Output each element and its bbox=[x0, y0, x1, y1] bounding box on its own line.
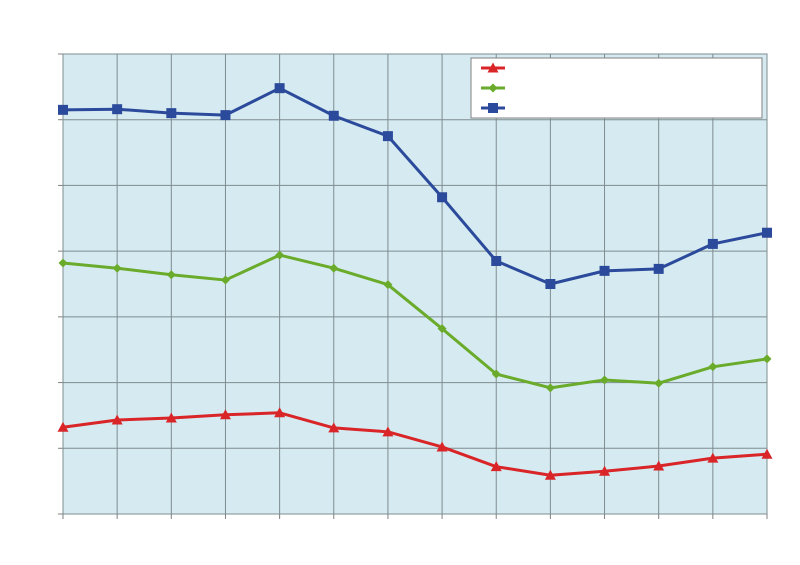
marker bbox=[57, 421, 69, 432]
marker bbox=[491, 256, 502, 266]
legend-box bbox=[470, 57, 763, 119]
marker bbox=[111, 414, 123, 425]
marker bbox=[761, 448, 773, 459]
marker bbox=[545, 279, 556, 289]
marker bbox=[762, 227, 772, 238]
marker bbox=[653, 460, 665, 471]
marker bbox=[112, 263, 122, 273]
marker bbox=[382, 426, 394, 437]
marker bbox=[383, 280, 393, 290]
marker bbox=[58, 104, 68, 115]
marker bbox=[437, 324, 447, 334]
marker bbox=[490, 461, 502, 472]
marker bbox=[275, 250, 285, 260]
marker bbox=[437, 192, 448, 203]
marker bbox=[599, 465, 611, 476]
series-line bbox=[62, 253, 768, 390]
marker bbox=[328, 422, 340, 433]
marker bbox=[544, 469, 556, 480]
legend-marker bbox=[488, 103, 498, 113]
legend-marker bbox=[487, 62, 499, 73]
marker bbox=[274, 407, 286, 418]
series-line bbox=[62, 411, 768, 477]
marker bbox=[654, 378, 664, 388]
marker bbox=[112, 104, 123, 115]
marker bbox=[436, 441, 448, 452]
marker bbox=[166, 270, 176, 280]
marker bbox=[708, 362, 718, 372]
marker bbox=[329, 263, 339, 273]
marker bbox=[545, 383, 555, 393]
marker bbox=[491, 369, 501, 379]
marker bbox=[220, 275, 230, 285]
marker bbox=[707, 452, 719, 463]
marker bbox=[219, 409, 231, 420]
marker bbox=[165, 412, 177, 423]
marker bbox=[762, 354, 772, 364]
marker bbox=[707, 238, 718, 249]
marker bbox=[328, 110, 339, 121]
marker bbox=[166, 108, 177, 119]
legend-marker bbox=[488, 83, 498, 93]
marker bbox=[653, 263, 664, 274]
marker bbox=[220, 110, 231, 121]
marker bbox=[58, 258, 68, 268]
marker bbox=[382, 131, 393, 142]
marker bbox=[274, 83, 285, 94]
plot-area bbox=[62, 53, 768, 515]
series-line bbox=[62, 86, 768, 286]
marker bbox=[599, 265, 610, 276]
marker bbox=[600, 375, 610, 385]
